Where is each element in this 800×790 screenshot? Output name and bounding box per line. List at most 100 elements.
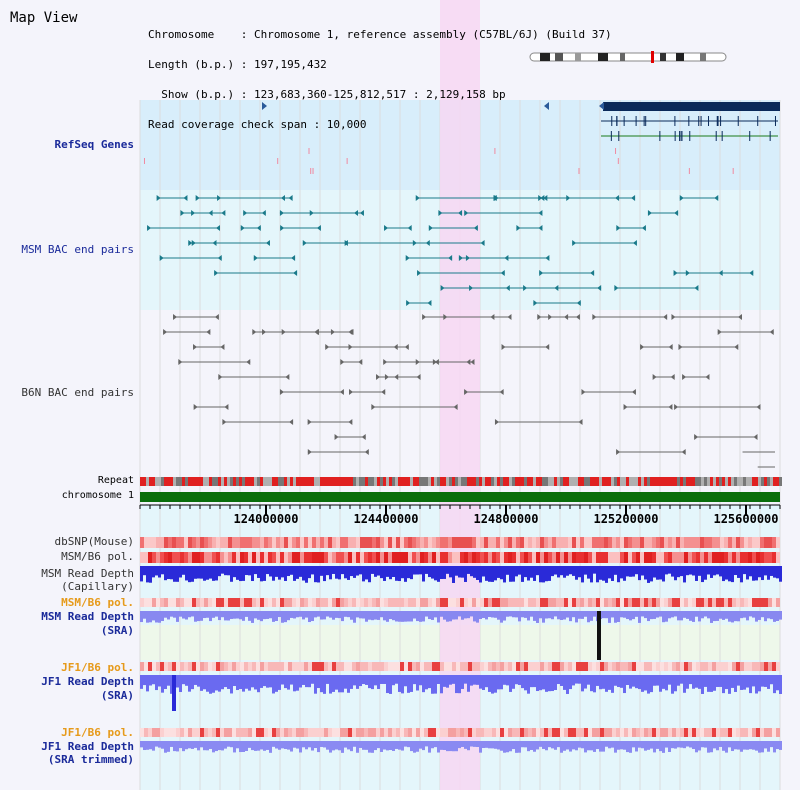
depth-bar <box>587 675 590 685</box>
depth-spike <box>597 611 601 660</box>
polymorphism-cell <box>300 728 304 737</box>
polymorphism-cell <box>160 728 164 737</box>
polymorphism-cell <box>524 728 528 737</box>
depth-bar <box>176 675 179 688</box>
depth-bar <box>200 675 203 691</box>
repeat-segment <box>239 477 242 486</box>
polymorphism-cell <box>376 552 380 563</box>
polymorphism-cell <box>704 552 708 563</box>
depth-bar <box>596 741 599 750</box>
repeat-segment <box>650 477 653 486</box>
track-label-msm-b6-pol[interactable]: MSM/B6 pol. <box>61 550 134 563</box>
bac-end <box>756 404 761 410</box>
track-label-msm-depth-capillary[interactable]: MSM Read Depth <box>41 567 134 580</box>
repeat-segment <box>236 477 239 486</box>
repeat-segment <box>416 477 419 486</box>
depth-bar <box>518 675 521 685</box>
track-label-jf1-b6-pol-trimmed[interactable]: JF1/B6 pol. <box>61 726 134 739</box>
polymorphism-cell <box>660 598 664 607</box>
track-label-dbsnp[interactable]: dbSNP(Mouse) <box>54 535 134 548</box>
polymorphism-cell <box>380 552 384 563</box>
depth-bar <box>725 611 728 619</box>
depth-bar <box>233 741 236 753</box>
polymorphism-cell <box>528 598 532 607</box>
repeat-segment <box>572 477 575 486</box>
depth-bar <box>278 675 281 690</box>
polymorphism-cell <box>240 598 244 607</box>
repeat-segment <box>605 477 608 486</box>
depth-bar <box>455 611 458 620</box>
track-label-msm-bac[interactable]: MSM BAC end pairs <box>21 243 134 256</box>
polymorphism-cell <box>720 537 724 548</box>
depth-bar <box>548 566 551 581</box>
depth-bar <box>617 566 620 583</box>
depth-bar <box>497 611 500 620</box>
polymorphism-cell <box>204 598 208 607</box>
depth-bar <box>464 741 467 749</box>
depth-bar <box>722 566 725 582</box>
depth-bar <box>524 566 527 578</box>
polymorphism-cell <box>168 728 172 737</box>
gene-block <box>603 102 780 111</box>
depth-bar <box>665 741 668 748</box>
depth-bar <box>515 675 518 685</box>
polymorphism-cell <box>572 598 576 607</box>
track-label-jf1-depth-sra[interactable]: JF1 Read Depth <box>41 675 134 688</box>
track-label-jf1-depth-trimmed[interactable]: JF1 Read Depth <box>41 740 134 753</box>
track-label-jf1-b6-pol[interactable]: JF1/B6 pol. <box>61 661 134 674</box>
depth-bar <box>176 566 179 582</box>
depth-bar <box>641 611 644 617</box>
polymorphism-cell <box>252 728 256 737</box>
track-label-msm-b6-pol-sra[interactable]: MSM/B6 pol. <box>61 596 134 609</box>
repeat-segment <box>314 477 317 486</box>
polymorphism-cell <box>172 662 176 671</box>
depth-bar <box>278 611 281 618</box>
polymorphism-cell <box>172 537 176 548</box>
repeat-segment <box>344 477 347 486</box>
track-label-refseq[interactable]: RefSeq Genes <box>54 138 134 151</box>
polymorphism-cell <box>216 728 220 737</box>
bac-end <box>217 255 222 261</box>
polymorphism-cell <box>468 662 472 671</box>
depth-bar <box>245 741 248 751</box>
track-label-msm-depth-sra[interactable]: MSM Read Depth <box>41 610 134 623</box>
depth-bar <box>530 611 533 617</box>
polymorphism-cell <box>548 552 552 563</box>
repeat-segment <box>767 477 770 486</box>
depth-bar <box>413 741 416 753</box>
polymorphism-cell <box>228 552 232 563</box>
bac-end <box>147 225 152 231</box>
polymorphism-cell <box>316 537 320 548</box>
depth-bar <box>482 741 485 748</box>
depth-bar <box>653 566 656 578</box>
polymorphism-cell <box>572 552 576 563</box>
repeat-segment <box>332 477 335 486</box>
depth-bar <box>185 611 188 620</box>
depth-bar <box>146 741 149 750</box>
polymorphism-cell <box>736 552 740 563</box>
depth-bar <box>305 741 308 750</box>
polymorphism-cell <box>376 728 380 737</box>
track-label-b6n-bac[interactable]: B6N BAC end pairs <box>21 386 134 399</box>
depth-bar <box>386 741 389 751</box>
polymorphism-cell <box>536 598 540 607</box>
depth-bar <box>512 741 515 750</box>
depth-bar <box>374 675 377 686</box>
bac-end <box>224 404 229 410</box>
polymorphism-cell <box>304 552 308 563</box>
depth-bar <box>260 566 263 582</box>
polymorphism-cell <box>424 662 428 671</box>
depth-bar <box>443 566 446 579</box>
bac-end <box>616 225 621 231</box>
polymorphism-cell <box>596 598 600 607</box>
polymorphism-cell <box>576 552 580 563</box>
depth-bar <box>320 675 323 693</box>
polymorphism-cell <box>608 728 612 737</box>
repeat-segment <box>227 477 230 486</box>
depth-bar <box>467 675 470 692</box>
depth-bar <box>281 741 284 749</box>
polymorphism-cell <box>644 537 648 548</box>
repeat-segment <box>356 477 359 486</box>
polymorphism-cell <box>756 662 760 671</box>
